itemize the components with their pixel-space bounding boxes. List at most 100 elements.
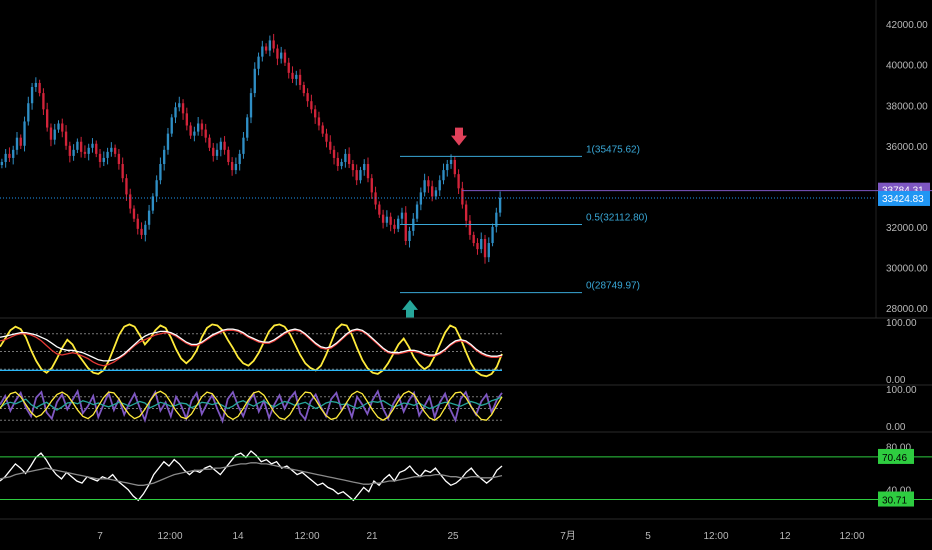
candle-body xyxy=(355,170,358,181)
candle-body xyxy=(212,147,215,156)
time-tick-label: 12:00 xyxy=(703,531,728,542)
candle-body xyxy=(181,103,185,114)
candle-body xyxy=(491,226,494,244)
candle-body xyxy=(476,243,479,250)
candle-body xyxy=(291,72,294,79)
candle-body xyxy=(159,164,162,181)
candle-body xyxy=(151,196,155,211)
candle-body xyxy=(347,153,351,165)
candle-body xyxy=(344,153,347,162)
osc1-series-line xyxy=(0,328,503,362)
price-tick-label: 28000.00 xyxy=(886,304,928,315)
candle-body xyxy=(415,204,419,219)
candle-body xyxy=(283,52,287,63)
rsi-tick-label: 40.00 xyxy=(886,486,911,497)
candle-body xyxy=(144,224,147,235)
time-tick-label: 21 xyxy=(366,531,378,542)
candle-body xyxy=(495,212,498,227)
candle-body xyxy=(46,109,49,128)
candle-body xyxy=(246,117,249,138)
candle-body xyxy=(215,149,219,156)
candle-body xyxy=(472,234,475,244)
time-axis: 7 12:00 14 12:00 21 25 7月 5 12:00 12 12:00 xyxy=(0,518,932,542)
candle-body xyxy=(378,204,381,215)
candle-body xyxy=(140,228,143,235)
candle-body xyxy=(53,129,56,140)
candle-body xyxy=(0,161,4,166)
candle-body xyxy=(400,212,404,219)
candle-body xyxy=(34,82,38,88)
candle-body xyxy=(397,218,400,229)
candle-body xyxy=(91,143,94,148)
candle-body xyxy=(408,230,411,242)
candle-body xyxy=(434,190,438,197)
candle-body xyxy=(480,238,483,250)
osc1-series-line xyxy=(0,323,503,378)
candle-body xyxy=(280,52,283,59)
osc2-tick-label: 0.00 xyxy=(886,422,906,433)
rsi-lower-badge xyxy=(878,491,914,507)
candle-body xyxy=(393,224,396,229)
osc2-tick-label: 100.00 xyxy=(886,385,917,396)
candle-body xyxy=(227,149,230,162)
candle-body xyxy=(196,123,200,132)
candle-body xyxy=(272,40,275,49)
candle-body xyxy=(313,109,317,118)
candle-body xyxy=(446,164,449,171)
candle-body xyxy=(276,48,279,59)
price-tick-label: 32000.00 xyxy=(886,223,928,234)
candle-body xyxy=(12,149,15,158)
osc1-series-line xyxy=(0,329,503,367)
candle-body xyxy=(83,151,87,154)
time-tick-label: 12:00 xyxy=(157,531,182,542)
candle-body xyxy=(483,238,487,258)
candle-body xyxy=(366,164,370,179)
oscillator-pane-1: 100.00 0.00 xyxy=(0,317,932,386)
candle-body xyxy=(23,121,26,146)
candle-body xyxy=(423,180,426,193)
candle-body xyxy=(200,123,204,130)
candle-body xyxy=(57,123,60,130)
candle-body xyxy=(4,153,7,162)
candle-body xyxy=(464,204,468,221)
candle-body xyxy=(325,133,328,142)
candle-body xyxy=(30,87,34,104)
candle-body xyxy=(332,149,336,158)
rsi-upper-badge-text: 70.46 xyxy=(882,453,907,464)
candle-body xyxy=(136,218,139,229)
candle-body xyxy=(295,74,298,79)
candle-body xyxy=(61,123,64,132)
candle-body xyxy=(268,40,272,51)
candle-body xyxy=(19,137,22,146)
candle-body xyxy=(253,68,256,94)
candle-body xyxy=(389,216,392,225)
candle-body xyxy=(208,137,211,148)
rsi-series-line xyxy=(0,462,503,486)
osc2-series-line xyxy=(0,388,503,424)
time-tick-label: 12:00 xyxy=(839,531,864,542)
candle-body xyxy=(106,151,109,158)
price-tick-label: 42000.00 xyxy=(886,20,928,31)
time-tick-label: 14 xyxy=(232,531,244,542)
price-tick-label: 36000.00 xyxy=(886,142,928,153)
candle-body xyxy=(189,125,192,136)
candle-body xyxy=(449,159,453,165)
candle-body xyxy=(87,147,90,154)
candle-body xyxy=(132,208,136,219)
candle-body xyxy=(8,153,11,158)
candle-body xyxy=(264,46,268,51)
price-tick-label: 38000.00 xyxy=(886,101,928,112)
candle-body xyxy=(404,212,407,242)
candle-body xyxy=(174,107,177,118)
candle-body xyxy=(76,141,79,150)
candle-body xyxy=(261,46,264,57)
candle-body xyxy=(468,220,472,235)
buy-arrow-marker xyxy=(402,299,418,318)
candle-body xyxy=(38,82,41,94)
price-pane: 28000.0030000.0032000.0034000.0036000.00… xyxy=(0,0,932,318)
candle-body xyxy=(125,178,128,195)
candle-body xyxy=(287,62,290,73)
rsi-tick-label: 80.00 xyxy=(886,443,911,454)
candle-body xyxy=(185,113,189,126)
time-tick-label: 12:00 xyxy=(294,531,319,542)
